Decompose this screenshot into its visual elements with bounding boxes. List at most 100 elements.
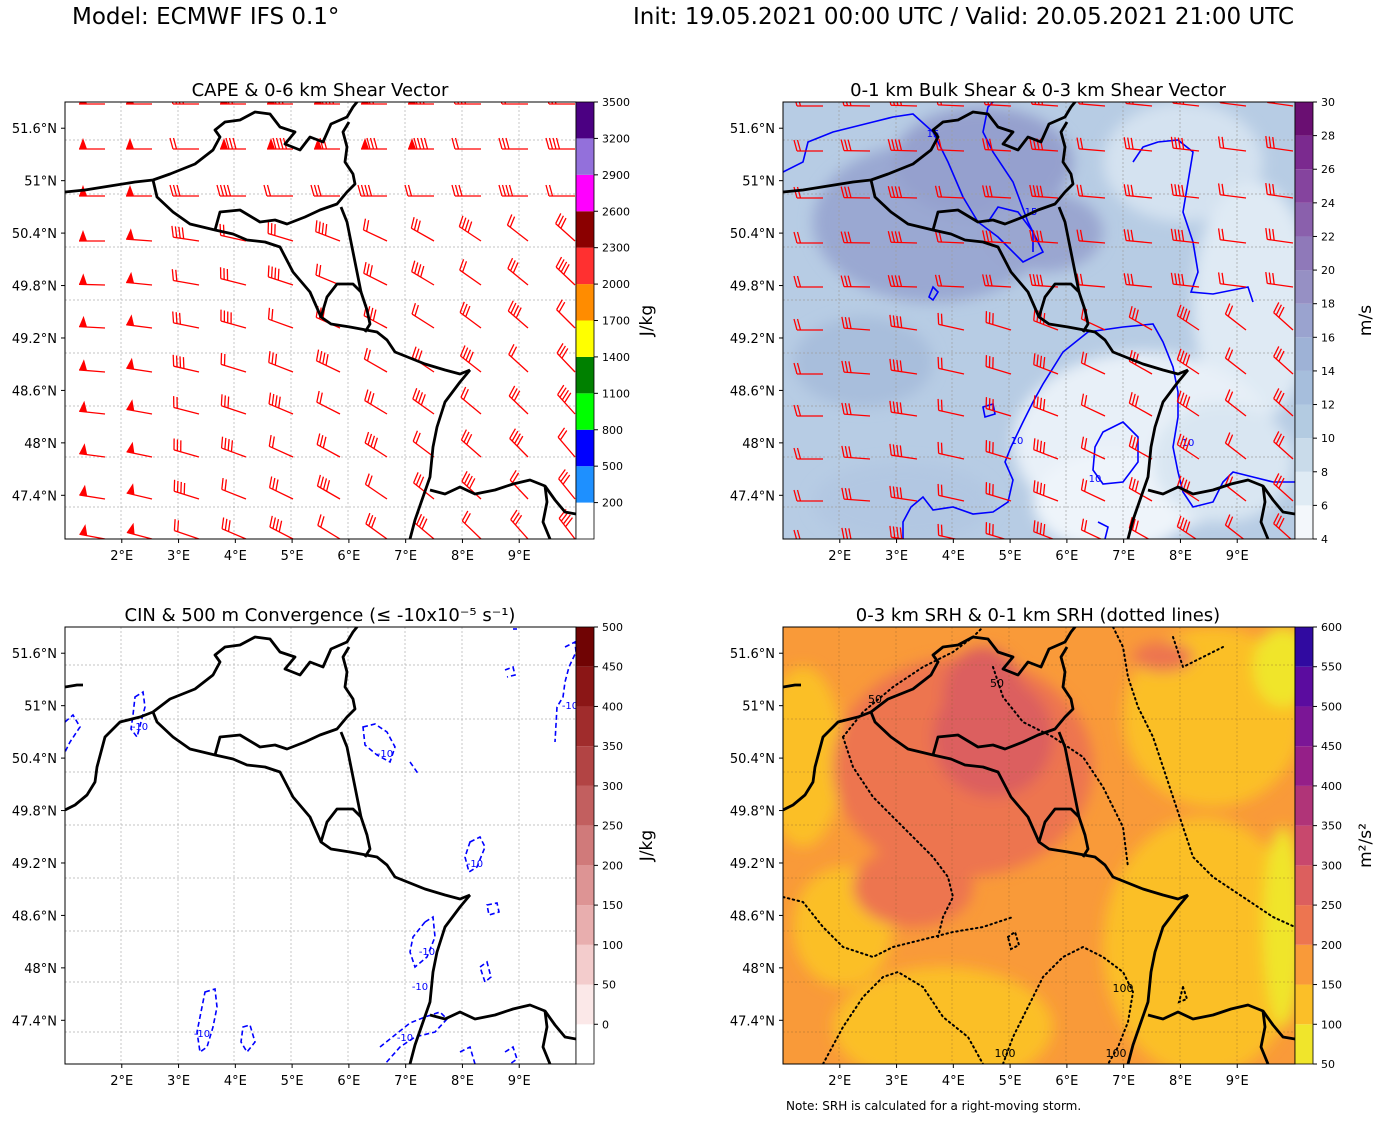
x-tick-label: 9°E [508, 549, 531, 564]
colorbar-segment [1295, 438, 1313, 472]
wind-barb [889, 400, 918, 417]
y-tick-label: 47.4°N [12, 489, 57, 504]
wind-barb [79, 524, 106, 539]
wind-barb [1170, 272, 1200, 288]
colorbar-segment [576, 944, 594, 985]
y-tick-label: 48.6°N [12, 384, 57, 399]
x-tick-label: 5°E [999, 549, 1022, 564]
wind-barb [1217, 228, 1247, 244]
wind-barb [220, 137, 246, 150]
colorbar-tick-label: 22 [1321, 230, 1335, 243]
wind-barb [934, 102, 965, 107]
x-tick-label: 6°E [1055, 549, 1078, 564]
colorbar-segment [576, 746, 594, 786]
panel-shear: 0-1 km Bulk Shear & 0-3 km Shear Vector [730, 80, 1374, 564]
wind-barb [506, 214, 529, 242]
y-axis-shear: 51.6°N 51°N 50.4°N 49.8°N 49.2°N 48.6°N 48°N 47… [730, 122, 783, 504]
x-tick-label: 4°E [224, 1074, 247, 1089]
y-tick-label: 49.2°N [12, 332, 57, 347]
colorbar-segment [576, 247, 594, 285]
y-tick-label: 48.6°N [12, 909, 57, 924]
x-tick-label: 5°E [281, 549, 304, 564]
wind-barb [126, 271, 153, 286]
wind-barb [1033, 395, 1059, 417]
colorbar-tick-label: 800 [602, 424, 623, 437]
wind-barb [79, 359, 106, 373]
x-tick-label: 4°E [942, 1074, 965, 1089]
gridlines-cin [65, 627, 576, 1064]
colorbar-segment [576, 284, 594, 321]
colorbar-tick-label: 150 [1321, 979, 1342, 992]
wind-barb [1217, 136, 1247, 152]
wind-barb [934, 185, 965, 199]
colorbar-tick-label: 3500 [602, 96, 630, 109]
wind-barb [169, 184, 199, 197]
wind-barb [79, 443, 106, 458]
border-ch [1147, 1003, 1295, 1041]
wind-barb [79, 315, 106, 329]
wind-barb [310, 184, 340, 197]
colorbar-tick-label: 350 [1321, 820, 1342, 833]
wind-barb [1176, 348, 1200, 375]
panel-title-cape: CAPE & 0-6 km Shear Vector [192, 80, 449, 101]
wind-barb [556, 343, 576, 373]
wind-barb [510, 509, 529, 539]
wind-barb [985, 440, 1012, 460]
borders-cape [65, 102, 576, 539]
wind-barb [793, 529, 801, 539]
colorbar-segment [576, 984, 594, 1025]
wind-barb [220, 309, 247, 329]
wind-barb [556, 299, 576, 329]
wind-barb [79, 400, 106, 415]
wind-barb [361, 137, 387, 150]
barb-layer-shear [793, 102, 1294, 539]
wind-barb [508, 385, 529, 415]
border-de-at [541, 485, 552, 539]
x-tick-label: 7°E [394, 549, 417, 564]
colorbar-tick-label: 100 [1321, 1018, 1342, 1031]
convergence-contours [65, 628, 576, 1064]
wind-barb [887, 139, 918, 152]
convergence-contour-labels: -10 -10 -10 -10 -10 -10 -10 -10 -10 -10 [132, 701, 578, 1044]
colorbar-segment [1295, 627, 1313, 667]
wind-barb [1176, 304, 1200, 331]
x-tick-label: 6°E [337, 549, 360, 564]
coastline-nl [870, 102, 1077, 182]
wind-barb [887, 186, 918, 199]
colorbar-tick-label: 50 [602, 979, 616, 992]
wind-barb [1170, 136, 1200, 152]
wind-barb [410, 217, 435, 242]
wind-barb [363, 262, 388, 286]
colorbar-frame [575, 626, 595, 1065]
colorbar-segment [576, 393, 594, 430]
map-area-shear: 15 15 10 10 10 [783, 102, 1295, 539]
colorbar-segment [1295, 1024, 1313, 1064]
x-tick-label: 9°E [1226, 1074, 1249, 1089]
contour-label: -10 [562, 701, 578, 712]
x-tick-label: 2°E [828, 1074, 851, 1089]
colorbar-segment [576, 466, 594, 503]
colorbar-tick-label: 14 [1321, 365, 1335, 378]
coastline-north [783, 683, 801, 689]
colorbar-tick-label: 450 [602, 661, 623, 674]
colorbar-tick-label: 500 [1321, 700, 1342, 713]
colorbar-segment [576, 706, 594, 747]
wind-barb [404, 184, 434, 197]
wind-barb [364, 389, 388, 415]
wind-barb [362, 218, 388, 242]
border-lux [319, 282, 372, 333]
colorbar-shear: 4 6 8 10 12 14 16 18 20 22 24 26 28 30 m/s [1294, 96, 1374, 546]
colorbar-tick-label: 400 [1321, 780, 1342, 793]
panel-cape: CAPE & 0-6 km Shear Vector [12, 80, 657, 564]
colorbar-segment [576, 320, 594, 357]
wind-barb [458, 215, 482, 242]
wind-barb [1128, 306, 1153, 331]
border-de-at [1259, 1010, 1270, 1064]
contour-label: 100 [1113, 982, 1134, 995]
wind-barb [889, 525, 918, 539]
wind-barb [316, 474, 341, 500]
x-tick-label: 2°E [110, 549, 133, 564]
colorbar-segment [576, 785, 594, 826]
map-area-cin: -10 -10 -10 -10 -10 -10 -10 -10 -10 -10 [65, 627, 578, 1064]
wind-barb [267, 222, 294, 242]
